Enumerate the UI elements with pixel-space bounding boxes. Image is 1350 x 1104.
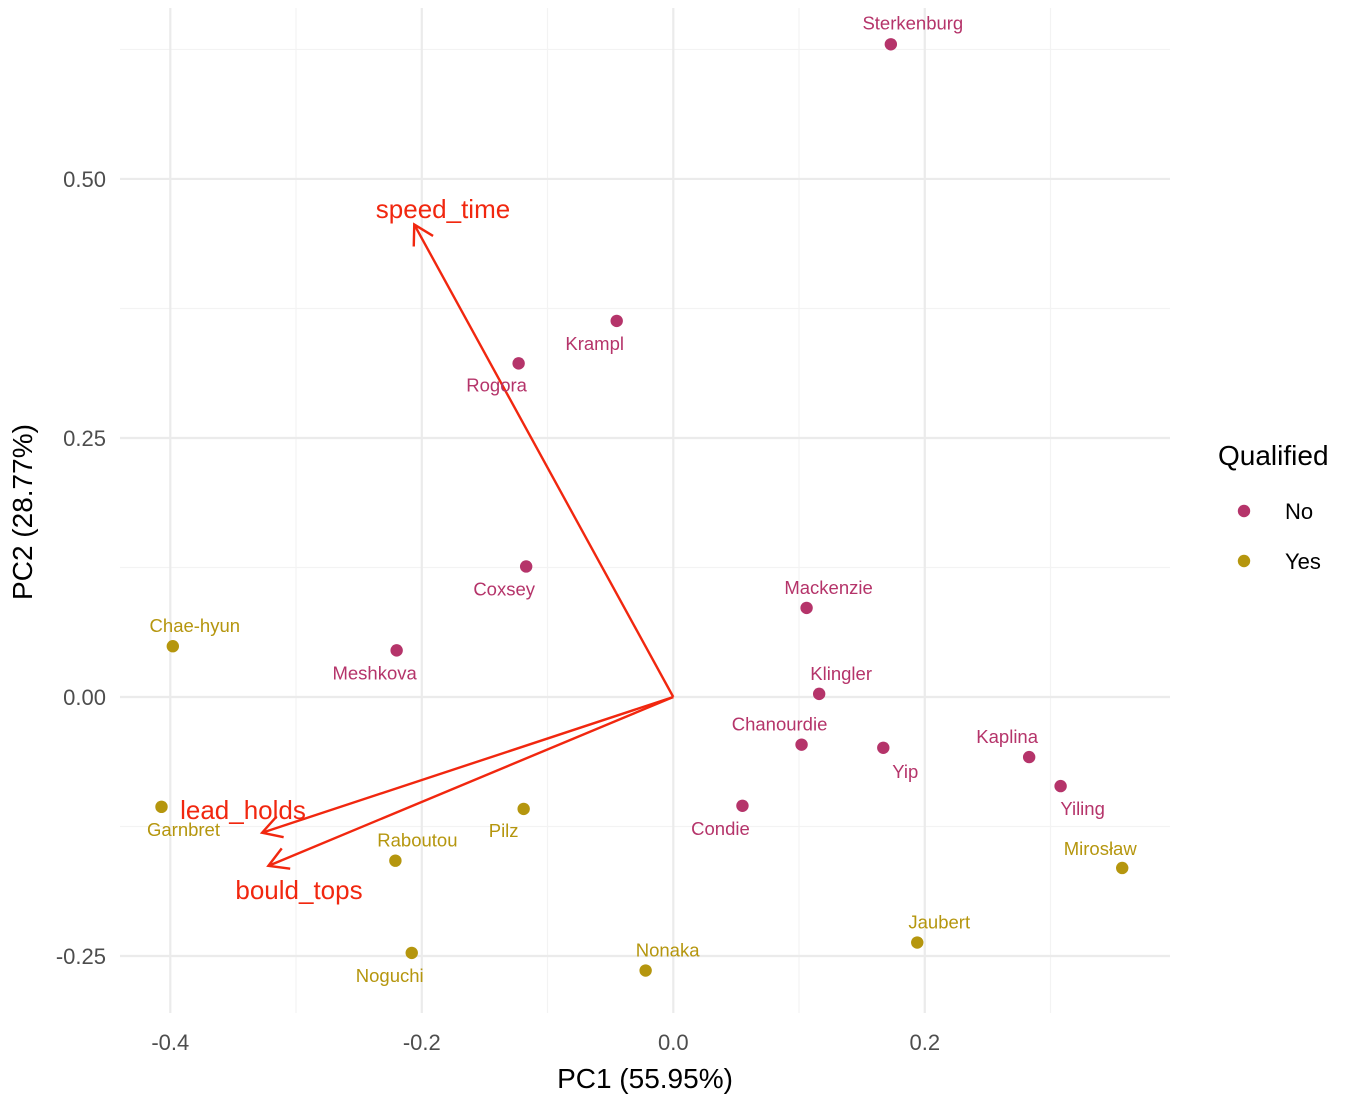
legend-title: Qualified xyxy=(1218,440,1329,471)
score-point-label: Jaubert xyxy=(908,912,970,933)
score-point xyxy=(877,741,890,754)
loading-vectors xyxy=(259,222,675,870)
score-point xyxy=(517,802,530,816)
legend-key xyxy=(1237,554,1251,568)
loading-vector-label: bould_tops xyxy=(235,875,362,905)
score-point-label: Pilz xyxy=(489,820,519,841)
score-point-label: Krampl xyxy=(565,333,624,354)
y-tick-label: 0.50 xyxy=(63,167,106,192)
x-axis-tick-labels: -0.4 -0.2 0.0 0.2 xyxy=(151,1030,940,1055)
legend-key xyxy=(1237,504,1251,518)
score-point xyxy=(1116,861,1129,875)
score-point xyxy=(512,357,525,370)
legend-label: Yes xyxy=(1285,549,1321,574)
score-point-label: Mackenzie xyxy=(784,577,872,598)
score-point-label: Garnbret xyxy=(147,819,220,840)
score-point xyxy=(639,964,652,977)
legend: Qualified No Yes xyxy=(1218,440,1329,574)
score-point xyxy=(1054,779,1067,793)
score-point xyxy=(610,314,623,328)
loading-vector-arrowhead xyxy=(266,847,291,870)
score-point xyxy=(389,854,402,867)
minor-gridlines xyxy=(120,8,1170,1013)
loading-vector-line xyxy=(267,695,674,867)
score-point-label: Klingler xyxy=(810,663,872,684)
score-point xyxy=(390,644,403,657)
score-point-label: Raboutou xyxy=(377,830,457,851)
major-gridlines xyxy=(120,8,1170,1013)
loading-vector-arrowhead xyxy=(259,815,284,839)
x-tick-label: 0.2 xyxy=(909,1030,940,1055)
score-point xyxy=(155,800,168,814)
score-point-label: Condie xyxy=(691,818,750,839)
score-point xyxy=(405,946,418,960)
score-point xyxy=(884,38,898,51)
x-tick-label: -0.4 xyxy=(151,1030,189,1055)
score-point-label: Meshkova xyxy=(332,662,417,683)
loading-vector-line xyxy=(261,695,674,834)
loading-vector-labels: speed_time lead_holds bould_tops xyxy=(180,194,510,905)
loading-vector-line xyxy=(413,223,675,698)
score-point-label: Rogora xyxy=(466,374,527,395)
score-point-label: Yiling xyxy=(1060,798,1105,819)
score-point-label: Sterkenburg xyxy=(862,12,963,33)
x-tick-label: -0.2 xyxy=(403,1030,441,1055)
score-point xyxy=(800,601,813,615)
score-point xyxy=(812,687,826,701)
score-point-labels: Sterkenburg Krampl Rogora Coxsey Meshkova Mac… xyxy=(147,12,1137,986)
score-point xyxy=(736,799,749,812)
loading-vector-label: lead_holds xyxy=(180,795,306,825)
score-point xyxy=(911,936,924,949)
y-tick-label: 0.25 xyxy=(63,426,106,451)
score-point-label: Kaplina xyxy=(976,726,1038,747)
legend-label: No xyxy=(1285,499,1313,524)
score-point-label: Chae-hyun xyxy=(150,615,241,636)
y-tick-label: 0.00 xyxy=(63,685,106,710)
x-axis-title: PC1 (55.95%) xyxy=(557,1063,733,1094)
legend-entries: No Yes xyxy=(1237,499,1321,574)
score-points xyxy=(155,38,1129,977)
loading-vector-arrowhead xyxy=(412,222,434,247)
score-point-label: Mirosław xyxy=(1064,838,1138,859)
score-point-label: Chanourdie xyxy=(732,714,828,735)
y-axis-tick-labels: -0.25 0.00 0.25 0.50 xyxy=(56,167,106,969)
y-axis-title: PC2 (28.77%) xyxy=(7,424,38,600)
score-point-label: Nonaka xyxy=(636,940,700,961)
loading-vector-label: speed_time xyxy=(376,194,510,224)
score-point-label: Coxsey xyxy=(473,578,535,599)
score-point xyxy=(166,640,180,653)
score-point-label: Yip xyxy=(892,761,918,782)
score-point-label: Noguchi xyxy=(356,965,424,986)
score-point xyxy=(1022,750,1036,764)
y-tick-label: -0.25 xyxy=(56,944,106,969)
score-point xyxy=(519,560,533,573)
x-tick-label: 0.0 xyxy=(658,1030,689,1055)
score-point xyxy=(795,738,808,751)
